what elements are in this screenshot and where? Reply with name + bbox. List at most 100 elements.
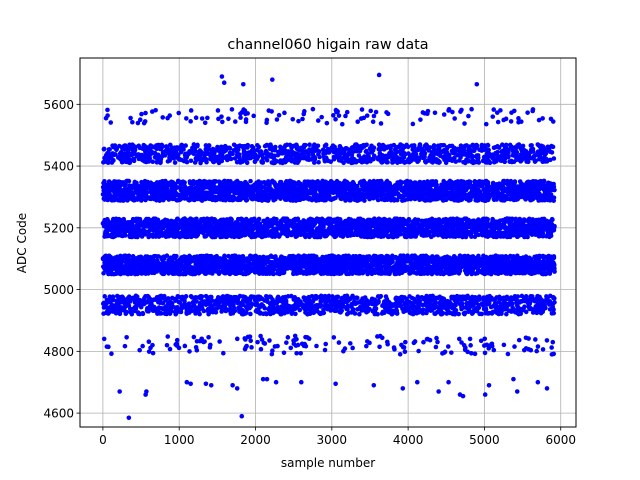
data-point xyxy=(271,271,276,277)
data-point xyxy=(206,334,211,340)
data-point xyxy=(167,113,173,118)
data-point xyxy=(284,340,289,345)
data-point xyxy=(221,350,226,356)
data-point xyxy=(297,307,303,313)
data-point xyxy=(160,115,166,120)
data-point xyxy=(191,334,197,340)
data-point xyxy=(321,310,327,316)
chart-title: channel060 higain raw data xyxy=(227,37,428,53)
data-point xyxy=(137,117,143,123)
data-point xyxy=(183,143,188,148)
data-point xyxy=(262,341,268,346)
data-point xyxy=(262,305,268,311)
data-point xyxy=(256,144,262,150)
data-point xyxy=(122,233,128,238)
data-point xyxy=(323,142,329,148)
data-point xyxy=(104,228,110,234)
data-point xyxy=(111,158,116,163)
data-point xyxy=(176,110,182,116)
data-point xyxy=(134,294,140,300)
data-point xyxy=(199,294,205,299)
data-point xyxy=(183,294,189,299)
data-point xyxy=(193,115,199,121)
data-point xyxy=(162,153,168,158)
data-point xyxy=(206,143,212,148)
data-point xyxy=(275,343,280,349)
data-point xyxy=(172,160,178,165)
data-point xyxy=(188,108,194,113)
data-point xyxy=(140,311,146,317)
data-points xyxy=(100,72,557,421)
data-point xyxy=(109,351,114,357)
data-point xyxy=(113,152,118,157)
data-point xyxy=(108,120,114,125)
data-point xyxy=(319,303,324,309)
data-point xyxy=(294,336,299,342)
data-point xyxy=(142,119,148,124)
data-point xyxy=(199,116,205,121)
data-point xyxy=(105,113,110,118)
data-point xyxy=(317,154,322,160)
data-point xyxy=(312,156,318,162)
data-point xyxy=(314,343,319,349)
data-point xyxy=(128,115,133,121)
data-point xyxy=(153,107,158,113)
data-point xyxy=(296,118,301,124)
data-point xyxy=(219,114,224,119)
data-point xyxy=(124,335,129,340)
data-point xyxy=(146,339,152,345)
data-point xyxy=(150,350,156,356)
data-point xyxy=(139,111,144,117)
data-point xyxy=(307,142,312,148)
data-point xyxy=(226,116,231,122)
data-point xyxy=(134,180,139,186)
data-point xyxy=(245,111,250,116)
data-point xyxy=(234,336,240,342)
data-point xyxy=(258,346,264,352)
data-point xyxy=(229,107,235,112)
data-point xyxy=(137,347,142,353)
data-point xyxy=(335,109,340,114)
data-point xyxy=(150,159,156,165)
data-point xyxy=(232,119,238,124)
data-point xyxy=(208,342,213,348)
data-point xyxy=(273,144,278,150)
data-point xyxy=(293,311,298,317)
data-point xyxy=(288,345,294,351)
data-point xyxy=(248,178,253,184)
data-point xyxy=(202,339,207,344)
data-point xyxy=(294,144,300,149)
data-point xyxy=(122,343,128,349)
data-point xyxy=(316,149,322,154)
data-point xyxy=(187,349,192,354)
data-point xyxy=(281,350,287,356)
data-point xyxy=(302,109,307,114)
data-point xyxy=(303,343,309,349)
data-point xyxy=(270,348,275,354)
data-point xyxy=(176,345,182,351)
data-point xyxy=(324,120,330,126)
data-point xyxy=(150,342,155,348)
data-point xyxy=(290,116,296,122)
data-point xyxy=(315,143,321,149)
data-point xyxy=(209,298,215,303)
data-point xyxy=(105,107,110,113)
data-point xyxy=(264,157,270,163)
data-point xyxy=(248,338,253,344)
data-point xyxy=(215,108,221,113)
data-point xyxy=(197,311,202,317)
data-point xyxy=(316,159,321,165)
data-point xyxy=(245,142,251,148)
data-point xyxy=(102,178,107,184)
data-point xyxy=(244,343,249,349)
data-point xyxy=(184,116,189,121)
data-point xyxy=(339,308,345,313)
data-point xyxy=(251,113,256,119)
data-point xyxy=(174,253,179,259)
data-point xyxy=(294,350,299,356)
data-point xyxy=(101,336,107,342)
data-point xyxy=(101,146,107,152)
data-point xyxy=(295,342,301,348)
